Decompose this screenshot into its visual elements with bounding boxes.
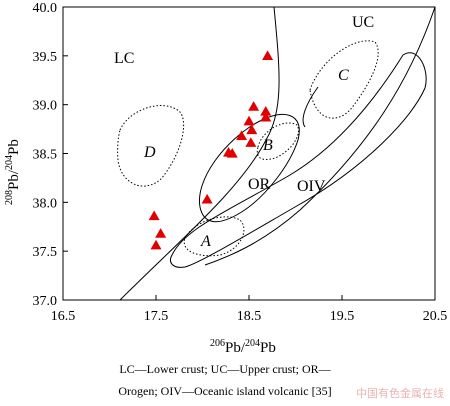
y-axis-ticks: 37.0 37.5 38.0 38.5 39.0 39.5 40.0 <box>33 1 68 309</box>
region-labels: LC UC OR OIV A B C D <box>114 14 374 250</box>
x-tick-label: 18.5 <box>237 309 262 324</box>
field-b <box>256 122 299 161</box>
caption-line-2: Orogen; OIV—Oceanic island volcanic [35] <box>118 384 332 398</box>
data-point-triangle <box>245 137 257 147</box>
dotted-fields <box>117 40 379 257</box>
x-tick-label: 16.5 <box>51 309 76 324</box>
chart-area: LC UC OR OIV A B C D 16.5 17.5 18.5 19.5 20.… <box>4 1 448 356</box>
data-point-triangle <box>155 228 167 238</box>
x-tick-label: 20.5 <box>423 309 448 324</box>
y-axis-title: 208Pb/204Pb <box>4 139 22 205</box>
y-tick-label: 40.0 <box>33 1 58 16</box>
data-point-triangle <box>150 239 162 250</box>
y-tick-label: 37.5 <box>33 245 58 260</box>
field-d <box>117 105 185 187</box>
lc-uc-boundary <box>119 6 280 301</box>
region-label-a: A <box>200 233 211 250</box>
data-point-triangle <box>226 148 238 158</box>
region-label-uc: UC <box>352 14 374 31</box>
oiv-outline <box>170 52 427 268</box>
y-tick-label: 38.0 <box>33 196 58 211</box>
region-label-lc: LC <box>114 50 134 67</box>
data-points <box>148 50 274 250</box>
region-label-oiv: OIV <box>297 178 326 195</box>
region-label-c: C <box>338 67 349 84</box>
field-c <box>309 40 379 119</box>
uc-inner-curve <box>302 86 319 128</box>
y-tick-label: 37.0 <box>33 294 58 309</box>
region-label-d: D <box>143 144 156 161</box>
data-point-triangle <box>201 193 213 204</box>
data-point-triangle <box>148 210 160 221</box>
y-tick-label: 39.0 <box>33 99 58 114</box>
y-tick-label: 38.5 <box>33 148 58 163</box>
data-point-triangle <box>262 50 274 60</box>
uc-right-boundary <box>204 6 436 266</box>
watermark-text: 中国有色金属在线 <box>356 387 444 400</box>
figure-caption: LC—Lower crust; UC—Upper crust; OR— Orog… <box>0 358 450 402</box>
x-axis-title: 206Pb/204Pb <box>210 338 276 356</box>
data-point-triangle <box>260 106 272 116</box>
data-point-triangle <box>248 101 260 111</box>
data-point-triangle <box>243 115 255 126</box>
data-point-triangle <box>246 124 258 135</box>
region-label-b: B <box>263 137 273 154</box>
field-a <box>183 216 245 257</box>
x-axis-ticks: 16.5 17.5 18.5 19.5 20.5 <box>51 295 448 324</box>
data-point-triangle <box>260 111 272 122</box>
y-tick-label: 39.5 <box>33 50 58 65</box>
or-outline <box>198 113 300 223</box>
region-boundaries <box>119 6 436 301</box>
data-point-triangle <box>236 130 248 141</box>
x-tick-label: 19.5 <box>330 309 355 324</box>
caption-line-1: LC—Lower crust; UC—Upper crust; OR— <box>119 362 331 376</box>
region-label-or: OR <box>248 176 271 193</box>
x-tick-label: 17.5 <box>144 309 169 324</box>
